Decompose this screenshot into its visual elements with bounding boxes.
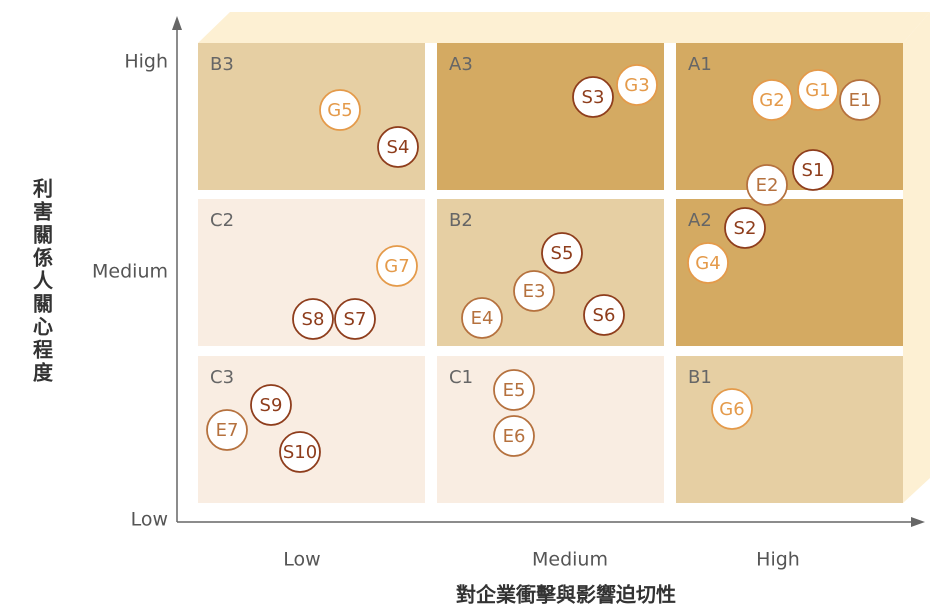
node-label: G2 [759,90,784,111]
node-label: E4 [471,308,494,329]
y-level: Medium [92,261,168,283]
node-label: G3 [624,75,649,96]
node-label: S6 [593,305,616,326]
x-level: High [756,549,800,571]
node [292,298,334,340]
node-label: S2 [734,218,757,239]
node-label: G5 [327,100,352,121]
node [616,64,658,106]
node-label: S5 [551,243,574,264]
node-label: S10 [283,442,317,463]
node [792,149,834,191]
cell-label: B2 [449,210,473,231]
node-label: E3 [523,281,546,302]
cell-label: B3 [210,54,234,75]
node-label: G1 [805,80,830,101]
cell [198,43,425,190]
node [461,297,503,339]
node-label: G6 [719,399,744,420]
node [541,232,583,274]
x-level: Medium [532,549,608,571]
cell [437,356,664,503]
node-label: E6 [503,426,526,447]
cell-label: A1 [688,54,712,75]
node-label: E2 [756,175,779,196]
cell-label: C1 [449,367,473,388]
node [377,126,419,168]
cell [676,356,903,503]
node-label: G7 [384,256,409,277]
node [572,76,614,118]
node-label: S4 [387,137,410,158]
cell-label: A2 [688,210,712,231]
node [513,270,555,312]
node [493,369,535,411]
cell-label: C2 [210,210,234,231]
box-side [903,12,930,503]
box-top [198,12,930,43]
node [797,69,839,111]
node [746,164,788,206]
cell-label: C3 [210,367,234,388]
node-label: S9 [260,395,283,416]
y-level: High [124,51,168,73]
cell-label: B1 [688,367,712,388]
x-level: Low [283,549,320,571]
y-arrow [172,16,182,30]
node [711,388,753,430]
node [279,431,321,473]
node [319,89,361,131]
node [751,79,793,121]
y-title: 利害關係人關心程度 [30,178,54,385]
node [376,245,418,287]
node-label: E1 [849,90,872,111]
node [250,384,292,426]
node [839,79,881,121]
x-arrow [911,517,925,527]
node [493,415,535,457]
node-label: E5 [503,380,526,401]
node-label: S1 [802,160,825,181]
cell-label: A3 [449,54,473,75]
node-label: E7 [216,420,239,441]
node [687,242,729,284]
x-title: 對企業衝擊與影響迫切性 [456,583,676,607]
node-label: S3 [582,87,605,108]
node [583,294,625,336]
node-label: G4 [695,253,720,274]
y-level: Low [131,509,168,531]
node [724,207,766,249]
node [206,409,248,451]
node-label: S7 [344,309,367,330]
node-label: S8 [302,309,325,330]
node [334,298,376,340]
